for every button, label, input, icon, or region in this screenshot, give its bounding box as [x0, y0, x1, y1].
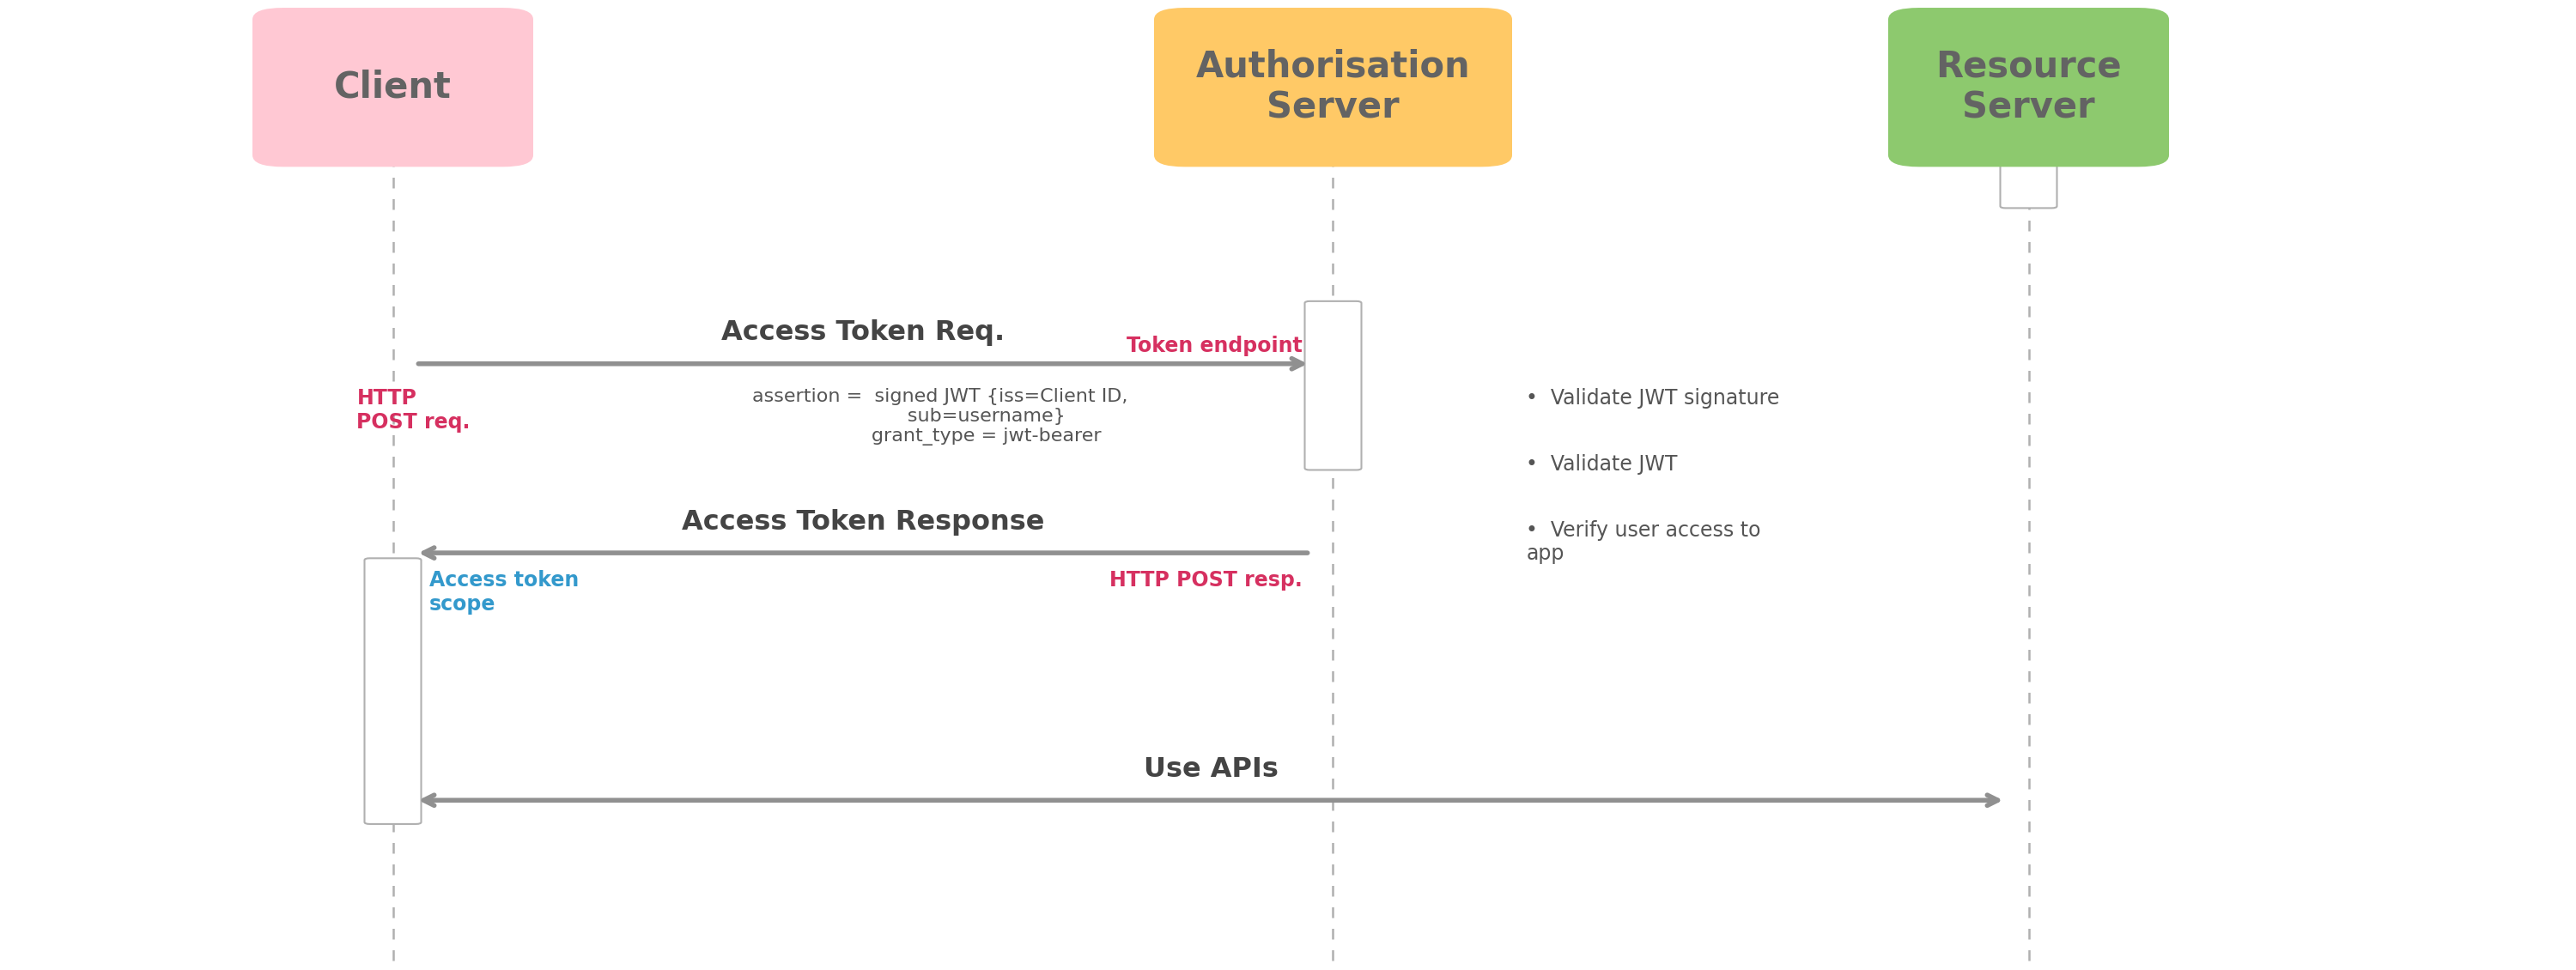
Text: Use APIs: Use APIs: [1144, 757, 1278, 783]
Text: HTTP
POST req.: HTTP POST req.: [355, 388, 471, 433]
Text: Authorisation
Server: Authorisation Server: [1195, 48, 1471, 126]
FancyBboxPatch shape: [1999, 93, 2056, 209]
Text: Access token
scope: Access token scope: [428, 570, 580, 615]
Text: Token endpoint: Token endpoint: [1126, 336, 1301, 356]
FancyBboxPatch shape: [1154, 8, 1512, 167]
Text: HTTP POST resp.: HTTP POST resp.: [1110, 570, 1301, 591]
FancyBboxPatch shape: [1303, 301, 1360, 470]
FancyBboxPatch shape: [1888, 8, 2169, 167]
Text: Client: Client: [335, 69, 451, 106]
Text: •  Validate JWT signature: • Validate JWT signature: [1525, 388, 1780, 408]
FancyBboxPatch shape: [252, 8, 533, 167]
Text: •  Verify user access to
app: • Verify user access to app: [1525, 520, 1762, 565]
Text: Access Token Response: Access Token Response: [683, 509, 1043, 535]
FancyBboxPatch shape: [366, 559, 420, 824]
Text: assertion =  signed JWT {iss=Client ID,
               sub=username}
           : assertion = signed JWT {iss=Client ID, s…: [752, 388, 1128, 446]
Text: •  Validate JWT: • Validate JWT: [1525, 454, 1677, 474]
Text: Access Token Req.: Access Token Req.: [721, 320, 1005, 346]
Text: Resource
Server: Resource Server: [1935, 48, 2123, 126]
